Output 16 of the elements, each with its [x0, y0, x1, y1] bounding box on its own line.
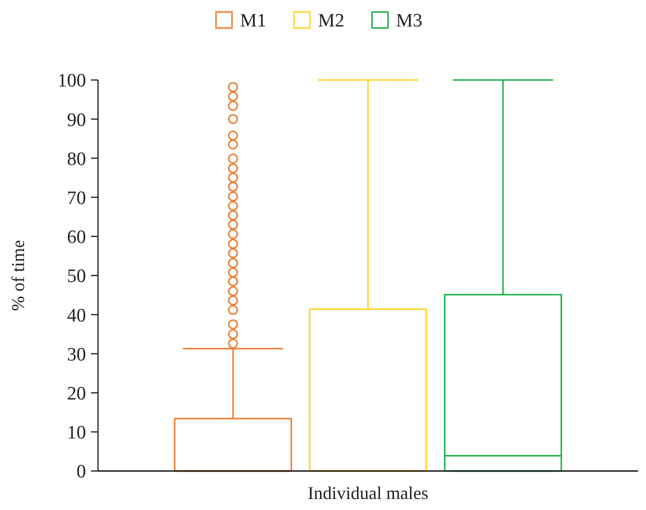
y-tick-label: 100: [58, 70, 86, 92]
y-tick-label: 70: [67, 188, 86, 209]
y-tick-label: 10: [67, 422, 86, 444]
y-tick-label: 40: [67, 305, 86, 326]
legend-label: M1: [240, 10, 266, 32]
y-tick-label: 0: [76, 462, 86, 483]
y-tick-label: 50: [67, 266, 86, 288]
x-axis-title: Individual males: [308, 483, 428, 503]
legend-label: M3: [396, 10, 422, 32]
y-tick-label: 90: [67, 110, 86, 131]
y-axis-title: % of time: [8, 240, 28, 311]
y-tick-label: 20: [67, 383, 86, 404]
y-tick-label: 80: [67, 148, 86, 170]
legend-label: M2: [318, 10, 344, 32]
y-tick-label: 60: [67, 227, 86, 248]
y-tick-label: 30: [67, 344, 86, 366]
